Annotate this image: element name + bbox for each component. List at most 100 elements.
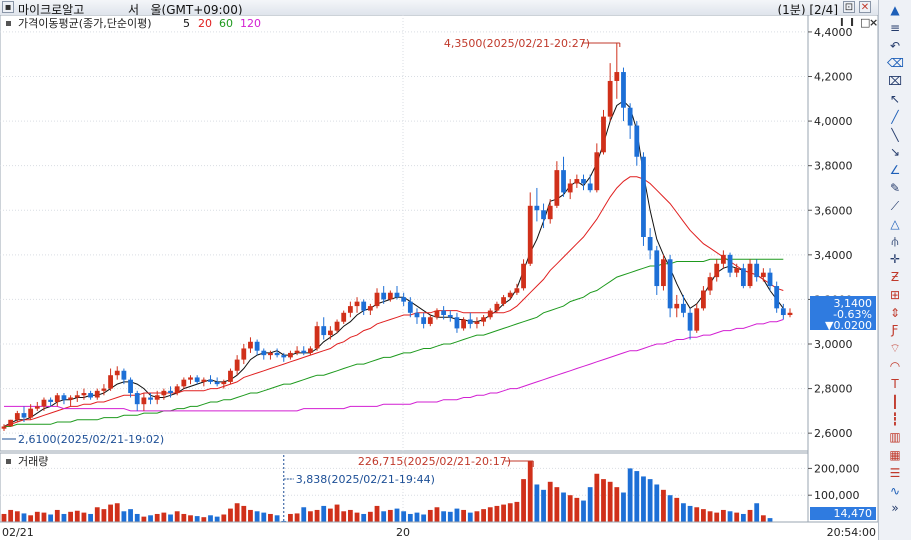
- volume-bar: [767, 518, 773, 522]
- volume-bar: [647, 479, 653, 522]
- cross-hair-icon[interactable]: ✛: [889, 252, 901, 267]
- candle-body: [361, 301, 367, 311]
- candle-tool-icon[interactable]: ┃: [891, 394, 899, 409]
- candle-body: [268, 352, 273, 356]
- volume-tool-icon[interactable]: ▥: [889, 430, 901, 445]
- volume-bar: [174, 511, 180, 522]
- volume-bar: [141, 516, 147, 522]
- candle-body: [621, 72, 626, 108]
- text-icon[interactable]: T: [891, 376, 899, 391]
- pitchfork-icon[interactable]: ⫛: [891, 234, 899, 249]
- price-tick-label: 3,6000: [814, 204, 853, 217]
- volume-bar: [401, 511, 407, 522]
- candle-body: [174, 386, 180, 394]
- erase-all-icon[interactable]: ⌫: [887, 56, 904, 71]
- high-price-annotation: 4,3500(2025/02/21-20:27): [444, 37, 590, 50]
- candle-body: [487, 310, 493, 318]
- zigzag-icon[interactable]: Ƶ: [890, 270, 900, 284]
- stack-icon[interactable]: ☰: [889, 465, 901, 480]
- volume-bar: [108, 504, 113, 522]
- price-tick-label: 4,2000: [814, 71, 853, 84]
- symbol-name[interactable]: 마이크로알고: [18, 3, 85, 17]
- candle-body: [101, 388, 107, 391]
- price-volume-chart[interactable]: 4,40004,20004,00003,80003,60003,40003,20…: [0, 15, 878, 540]
- candle-body: [114, 370, 120, 376]
- arrow-line-icon[interactable]: ↘: [889, 145, 901, 160]
- bar-tool-icon[interactable]: ┇: [891, 412, 899, 427]
- cursor-icon[interactable]: ↖: [889, 92, 901, 106]
- candle-body: [108, 375, 113, 389]
- volume-bar: [567, 495, 573, 522]
- candle-body: [614, 72, 620, 81]
- volume-bar: [274, 515, 280, 522]
- volume-bar: [361, 513, 367, 522]
- wave-icon[interactable]: ∿: [889, 483, 901, 498]
- volume-bar: [501, 504, 506, 522]
- volume-bar: [248, 509, 253, 522]
- candle-body: [494, 303, 500, 311]
- volume-bar: [128, 509, 133, 522]
- histogram-icon[interactable]: ▦: [889, 448, 901, 462]
- candle-body: [467, 319, 473, 324]
- line-icon[interactable]: ╱: [891, 109, 899, 124]
- volume-bar: [740, 513, 746, 522]
- volume-bar: [474, 511, 480, 522]
- volume-bar: [334, 504, 340, 522]
- volume-bar: [427, 509, 433, 522]
- price-tick-label: 3,0000: [814, 338, 853, 351]
- volume-bar: [194, 516, 200, 522]
- volume-bar: [41, 512, 47, 522]
- eraser-icon[interactable]: ⌧: [888, 74, 902, 89]
- volume-bar: [367, 511, 373, 522]
- candle-body: [234, 359, 240, 371]
- candle-body: [121, 370, 127, 380]
- fibonacci-icon[interactable]: Ƒ: [891, 323, 899, 338]
- volume-bar: [661, 489, 666, 522]
- volume-bar: [574, 497, 580, 522]
- volume-bar: [654, 484, 660, 522]
- volume-bar: [441, 511, 447, 522]
- volume-bar: [681, 503, 686, 522]
- candle-body: [341, 312, 347, 322]
- window-menu-icon[interactable]: ▪: [2, 1, 14, 13]
- low-price-annotation: 2,6100(2025/02/21-19:02): [18, 433, 164, 446]
- volume-bar: [268, 513, 273, 522]
- split-icon[interactable]: ⇕: [889, 305, 901, 320]
- grid-icon[interactable]: ⊞: [889, 287, 901, 302]
- volume-bar: [421, 514, 427, 522]
- volume-bar: [221, 514, 227, 522]
- up-arrow-icon[interactable]: ▲: [890, 3, 900, 17]
- volume-bar: [554, 487, 560, 522]
- volume-bar: [634, 471, 640, 522]
- volume-bar: [14, 511, 20, 522]
- volume-bar: [314, 509, 320, 522]
- volume-legend-title: 거래량: [18, 455, 48, 468]
- more-icon[interactable]: »: [891, 501, 899, 516]
- trend-line-icon[interactable]: ⟋: [890, 198, 900, 213]
- period-page-indicator[interactable]: (1분) [2/4]: [777, 3, 838, 17]
- candle-body: [288, 352, 293, 358]
- angle-line-icon[interactable]: ∠: [889, 163, 901, 178]
- triangle-icon[interactable]: △: [890, 216, 900, 231]
- volume-tick-label: 100,000: [814, 489, 860, 502]
- candle-body: [41, 399, 47, 407]
- volume-bar: [481, 509, 486, 522]
- price-tick-label: 4,4000: [814, 26, 853, 39]
- list-icon[interactable]: ≡: [889, 20, 901, 35]
- candle-body: [61, 395, 67, 400]
- restore-icon[interactable]: ⊡: [843, 1, 855, 13]
- pencil-icon[interactable]: ✎: [889, 181, 901, 195]
- volume-bar: [714, 512, 720, 522]
- volume-bar: [114, 503, 120, 522]
- undo-icon[interactable]: ↶: [889, 38, 901, 53]
- drawing-toolbar: ▲ ≡ ↶ ⌫ ⌧ ↖ ╱ ╲ ↘ ∠ ✎ ⟋ △ ⫛ ✛ Ƶ ⊞ ⇕ Ƒ ⌔ ◠ T ┃ ┇ ▥ ▦ ☰ ∿ »: [878, 0, 911, 540]
- fan-icon[interactable]: ⌔: [889, 341, 901, 356]
- candle-body: [281, 355, 287, 358]
- volume-bar: [54, 509, 60, 522]
- close-icon[interactable]: ✕: [859, 1, 871, 13]
- arc-icon[interactable]: ◠: [889, 359, 901, 373]
- volume-bar: [281, 520, 287, 522]
- ray-icon[interactable]: ╲: [891, 127, 899, 142]
- current-volume: 14,470: [834, 507, 873, 520]
- candle-body: [587, 183, 593, 191]
